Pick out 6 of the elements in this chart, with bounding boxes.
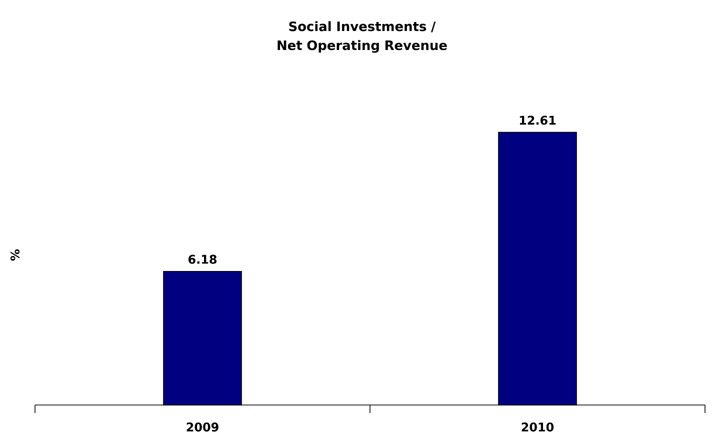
data-label: 12.61 xyxy=(520,116,556,125)
chart-title: Social Investments / Net Operating Revenue xyxy=(278,21,447,53)
x-tick-label: 2010 xyxy=(522,422,554,432)
y-axis-title: % xyxy=(10,249,20,261)
x-tick-label: 2009 xyxy=(186,422,218,432)
data-label: 6.18 xyxy=(188,254,217,264)
